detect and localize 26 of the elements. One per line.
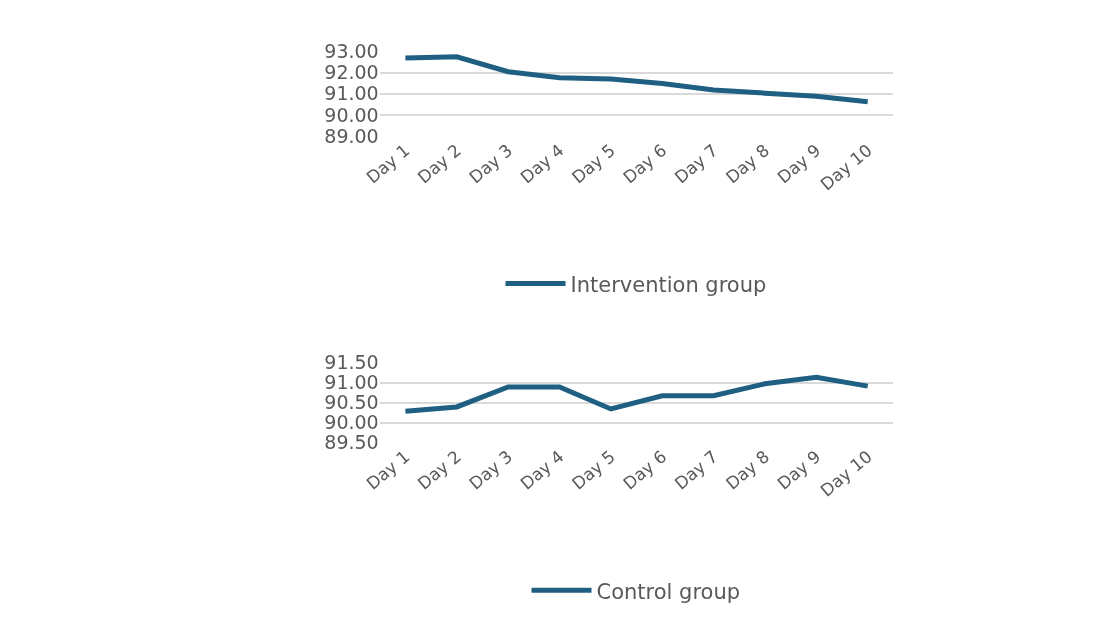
x-tick-label: Day 8	[722, 446, 774, 494]
x-tick-label: Day 7	[670, 446, 722, 494]
y-tick-label: 89.00	[324, 124, 379, 147]
x-tick-label: Day 3	[465, 139, 517, 188]
x-tick-label: Day 4	[516, 446, 568, 494]
x-tick-label: Day 5	[567, 139, 619, 188]
x-tick-label: Day 2	[413, 139, 465, 188]
y-tick-label: 90.50	[324, 391, 379, 414]
x-tick-label: Day 2	[413, 446, 465, 494]
y-tick-label: 93.00	[324, 39, 379, 62]
x-tick-label: Day 6	[619, 139, 671, 188]
x-tick-label: Day 4	[516, 139, 568, 188]
legend-label: Intervention group	[570, 272, 767, 297]
y-tick-label: 90.00	[324, 103, 379, 126]
y-tick-label: 91.00	[324, 82, 379, 105]
y-tick-label: 91.50	[324, 351, 379, 374]
y-tick-label: 89.50	[324, 431, 379, 454]
x-tick-label: Day 8	[722, 139, 774, 188]
x-tick-label: Day 6	[619, 446, 671, 494]
x-tick-label: Day 7	[670, 139, 722, 188]
y-tick-label: 90.00	[324, 411, 379, 434]
x-tick-label: Day 3	[465, 446, 517, 494]
x-tick-label: Day 5	[567, 446, 619, 494]
y-tick-label: 91.00	[324, 371, 379, 394]
legend-label: Control group	[596, 579, 741, 604]
y-tick-label: 92.00	[324, 61, 379, 84]
